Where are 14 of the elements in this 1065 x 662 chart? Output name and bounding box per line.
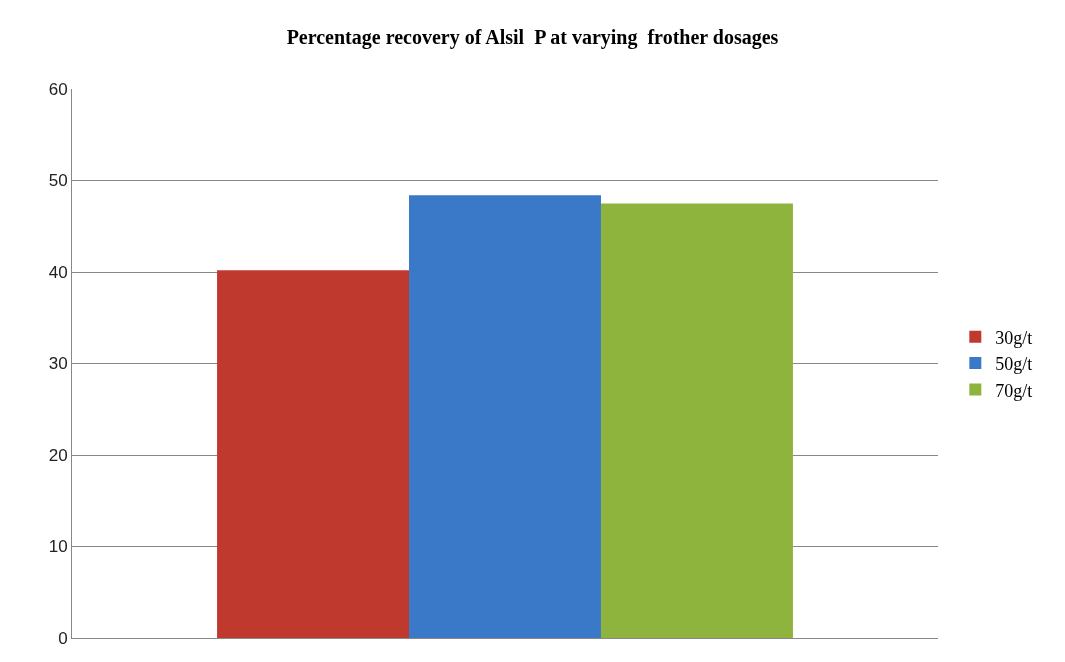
chart-title: Percentage recovery of Alsil P at varying frother dosages — [286, 25, 779, 49]
legend-label: 70g/t — [995, 380, 1033, 401]
bar — [409, 195, 601, 638]
legend-label: 30g/t — [995, 327, 1033, 348]
y-tick-label: 30 — [48, 354, 68, 374]
bar — [600, 203, 793, 638]
y-tick-label: 0 — [58, 628, 68, 648]
y-tick-label: 50 — [48, 171, 68, 191]
legend-label: 50g/t — [995, 354, 1033, 375]
bar — [217, 270, 410, 638]
y-tick-label: 60 — [48, 79, 68, 99]
y-tick-label: 10 — [48, 537, 68, 557]
y-tick-label: 20 — [48, 445, 68, 465]
y-tick-label: 40 — [48, 262, 68, 282]
